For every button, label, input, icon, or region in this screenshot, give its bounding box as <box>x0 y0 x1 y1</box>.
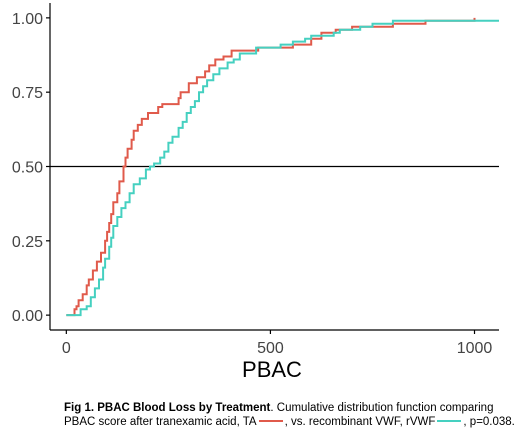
figure-caption: Fig 1. PBAC Blood Loss by Treatment. Cum… <box>64 401 516 429</box>
axes-layer: 0.00 0.25 0.50 0.75 1.00 0 500 1000 <box>12 3 499 357</box>
caption-text-2: , vs. recombinant VWF, rVWF <box>284 416 436 428</box>
y-tick-label: 0.00 <box>12 308 43 325</box>
series-line-0 <box>66 17 476 317</box>
x-tick-label: 0 <box>62 340 71 357</box>
x-axis-label: PBAC <box>242 357 302 382</box>
series-layer <box>66 17 499 317</box>
series-line-1 <box>66 19 499 317</box>
y-tick-label: 0.75 <box>12 85 43 102</box>
legend-swatch-rvwf <box>437 419 462 422</box>
y-tick-label: 0.50 <box>12 160 43 177</box>
ecdf-chart: 0.00 0.25 0.50 0.75 1.00 0 500 1000 PBAC <box>12 3 499 382</box>
y-tick-label: 0.25 <box>12 234 43 251</box>
y-tick-label: 1.00 <box>12 11 43 28</box>
x-tick-label: 1000 <box>457 340 493 357</box>
x-tick-label: 500 <box>257 340 284 357</box>
legend-swatch-ta <box>258 419 283 422</box>
caption-title: Fig 1. PBAC Blood Loss by Treatment <box>64 402 271 414</box>
caption-text-3: , p=0.038. <box>463 416 515 428</box>
caption-text-1: . Cumulative distribution function compa… <box>64 402 494 428</box>
